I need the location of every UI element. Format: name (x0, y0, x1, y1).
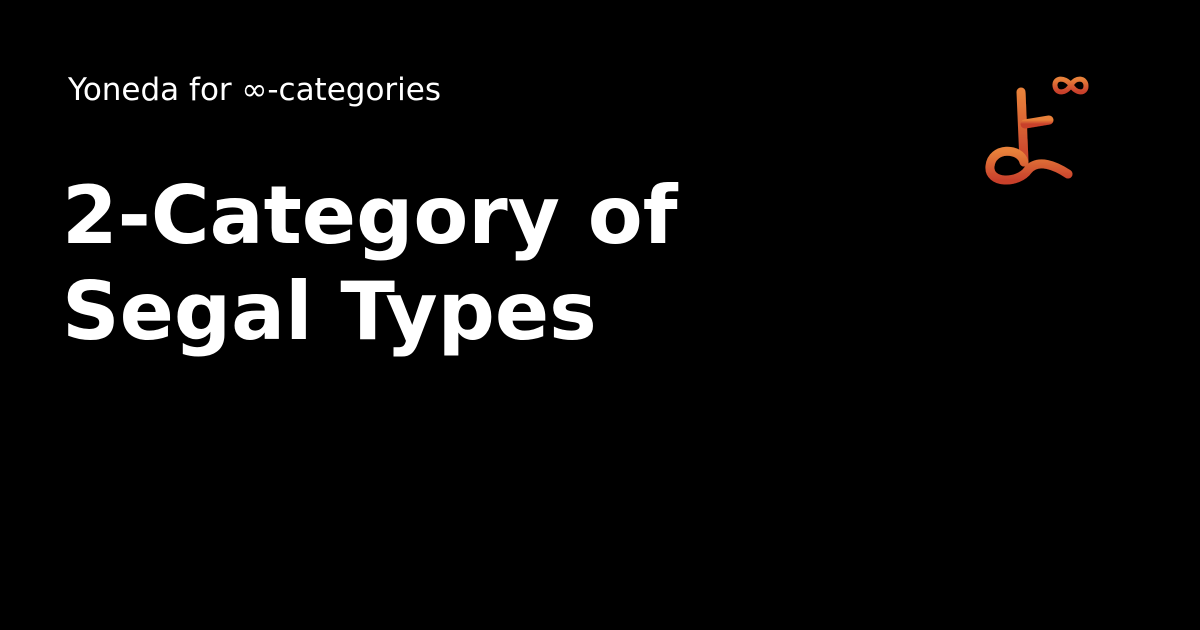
yoneda-infinity-logo-icon (985, 76, 1089, 185)
site-name: Yoneda for ∞-categories (68, 72, 442, 108)
page-title: 2-Category of Segal Types (62, 169, 678, 358)
